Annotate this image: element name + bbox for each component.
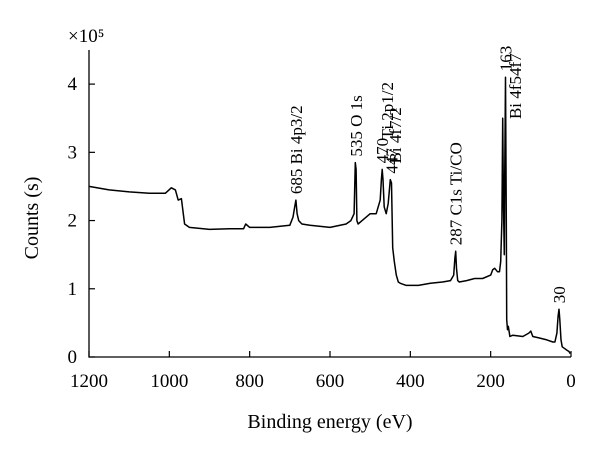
x-tick-label: 600 (316, 371, 345, 392)
series-line (88, 76, 571, 354)
x-tick-label: 800 (235, 371, 264, 392)
peak-label: 163 (496, 46, 515, 72)
y-axis-title: Counts (s) (21, 177, 43, 260)
x-tick-label: 200 (476, 371, 505, 392)
peak-label: 30 (550, 286, 569, 303)
plot-axes (88, 50, 571, 358)
series-group (88, 76, 571, 354)
peak-label: Bi 4f7/2 (386, 107, 405, 163)
y-tick-label: 3 (68, 142, 78, 163)
axis-frame (88, 50, 571, 358)
peak-label: 685 Bi 4p3/2 (287, 105, 306, 194)
peak-label: 447 (383, 148, 402, 174)
y-tick-label: 4 (68, 74, 78, 95)
y-tick-label: 0 (68, 347, 78, 368)
x-tick-label: 1000 (150, 371, 188, 392)
peak-label: 287 C1s Ti/CO (447, 142, 466, 245)
peak-label: Bi 4f54f7 (506, 53, 525, 119)
x-tick-label: 0 (566, 371, 576, 392)
peak-label: 535 O 1s (347, 95, 366, 156)
x-tick-label: 400 (396, 371, 425, 392)
y-multiplier-label: ×10⁵ (68, 26, 104, 47)
y-tick-label: 2 (68, 211, 78, 232)
peak-label: 470 (373, 138, 392, 164)
y-axis-ticks: 0 1 2 3 4 (68, 74, 95, 368)
peak-label: Ti 2p1/2 (378, 82, 397, 139)
y-tick-label: 1 (68, 279, 78, 300)
x-axis-ticks: 1200 1000 800 600 400 200 0 (70, 351, 576, 392)
x-axis-title: Binding energy (eV) (247, 411, 412, 433)
x-tick-label: 1200 (70, 371, 108, 392)
y-axis-multiplier: ×10⁵ (68, 26, 104, 47)
